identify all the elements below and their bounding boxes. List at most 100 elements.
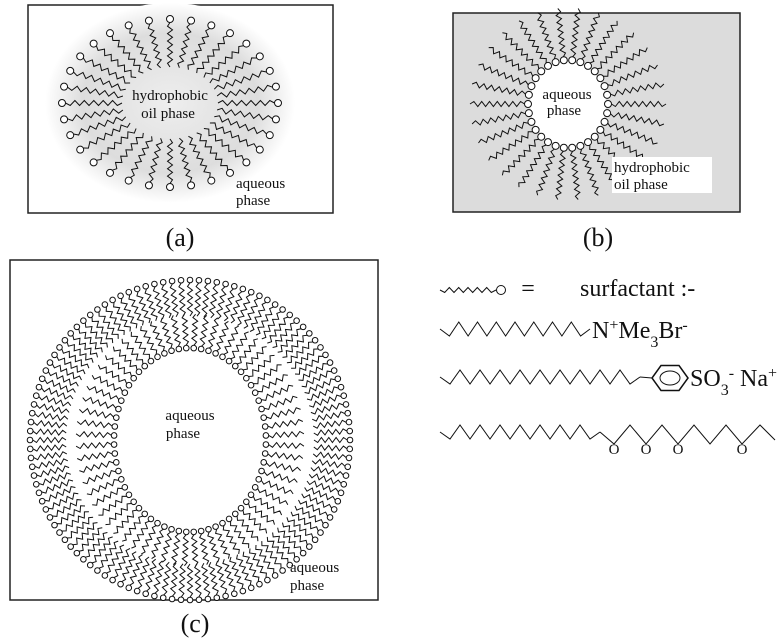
- surfactant-head: [125, 22, 132, 29]
- surfactant-head: [532, 75, 539, 82]
- surfactant-head: [214, 595, 220, 601]
- surfactant-head: [106, 30, 113, 37]
- surfactant-head: [323, 522, 329, 528]
- surfactant-head: [272, 302, 278, 308]
- surfactant-head: [74, 550, 80, 556]
- surfactant-head: [29, 410, 35, 416]
- surfactant-head: [134, 588, 140, 594]
- surfactant-head: [525, 101, 532, 108]
- surfactant-head: [601, 118, 608, 125]
- surfactant-head: [266, 132, 273, 139]
- surfactant-head: [275, 100, 282, 107]
- surfactant-head: [152, 281, 158, 287]
- surfactant-head: [243, 159, 250, 166]
- formula-part: SO: [690, 366, 721, 392]
- surfactant-head: [52, 522, 58, 528]
- surfactant-head: [261, 415, 267, 421]
- surfactant-head: [122, 390, 128, 396]
- surfactant-head: [272, 83, 279, 90]
- surfactant-head: [256, 146, 263, 153]
- surfactant-head: [205, 278, 211, 284]
- surfactant-head: [57, 530, 63, 536]
- surfactant-head: [604, 91, 611, 98]
- surfactant-head: [112, 424, 118, 430]
- chain: [440, 322, 590, 336]
- surfactant-head: [118, 398, 124, 404]
- legend-head: [497, 286, 506, 295]
- surfactant-head: [90, 40, 97, 47]
- surfactant-head: [111, 442, 117, 448]
- surfactant-head: [33, 481, 39, 487]
- surfactant-head: [167, 184, 174, 191]
- surfactant-head: [560, 144, 567, 151]
- surfactant-head: [116, 406, 122, 412]
- surfactant-head: [131, 499, 137, 505]
- surfactant-head: [148, 516, 154, 522]
- surfactant-head: [176, 346, 182, 352]
- surfactant-head: [256, 477, 262, 483]
- surfactant-head: [77, 146, 84, 153]
- surfactant-head: [213, 351, 219, 357]
- formula: N+Me3Br-: [592, 317, 688, 351]
- surfactant-head: [240, 588, 246, 594]
- surfactant-head: [169, 278, 175, 284]
- ether-oxygen: O: [609, 442, 620, 458]
- surfactant-head: [188, 182, 195, 189]
- surfactant-head: [591, 133, 598, 140]
- legend-equals: =: [521, 276, 535, 302]
- surfactant-head: [134, 286, 140, 292]
- surfactant-head: [196, 277, 202, 283]
- surfactant-head: [591, 68, 598, 75]
- panel-caption: (b): [583, 223, 613, 252]
- surfactant-head: [61, 83, 68, 90]
- surfactant-head: [28, 455, 34, 461]
- surfactant-head: [169, 348, 175, 354]
- surfactant-head: [113, 460, 119, 466]
- ether-chain: [600, 425, 775, 444]
- surfactant-head: [178, 597, 184, 603]
- surfactant-head: [27, 446, 33, 452]
- surfactant-head: [560, 57, 567, 64]
- surfactant-head: [90, 159, 97, 166]
- surfactant-head: [183, 345, 189, 351]
- surfactant-head: [68, 544, 74, 550]
- surfactant-head: [265, 297, 271, 303]
- surfactant-head: [525, 110, 532, 117]
- surfactant-head: [148, 358, 154, 364]
- surfactant-head: [47, 360, 53, 366]
- surfactant-head: [145, 17, 152, 24]
- surfactant-head: [118, 293, 124, 299]
- surfactant-head: [155, 354, 161, 360]
- surfactant-head: [176, 528, 182, 534]
- surfactant-head: [307, 331, 313, 337]
- surfactant-head: [95, 307, 101, 313]
- surfactant-head: [191, 345, 197, 351]
- surfactant-head: [243, 40, 250, 47]
- surfactant-head: [95, 568, 101, 574]
- surfactant-head: [263, 433, 269, 439]
- surfactant-head: [231, 591, 237, 597]
- surfactant-head: [220, 520, 226, 526]
- surfactant-head: [232, 363, 238, 369]
- benzene-inner: [660, 371, 680, 385]
- surfactant-head: [81, 557, 87, 563]
- surfactant-head: [87, 562, 93, 568]
- surfactant-head: [188, 17, 195, 24]
- surfactant-head: [152, 593, 158, 599]
- surfactant-head: [347, 437, 353, 443]
- surfactant-head: [240, 286, 246, 292]
- surfactant-head: [248, 289, 254, 295]
- surfactant-head: [257, 293, 263, 299]
- surfactant-head: [125, 177, 132, 184]
- surfactant-head: [206, 526, 212, 532]
- surfactant-head: [118, 477, 124, 483]
- core-label: aqueous: [165, 408, 214, 424]
- chain: [440, 425, 600, 439]
- surfactant-head: [318, 530, 324, 536]
- surfactant-head: [43, 507, 49, 513]
- ether-oxygen: O: [737, 442, 748, 458]
- surfactant-head: [183, 529, 189, 535]
- surfactant-head: [142, 511, 148, 517]
- surfactant-head: [262, 424, 268, 430]
- surfactant-head: [259, 468, 265, 474]
